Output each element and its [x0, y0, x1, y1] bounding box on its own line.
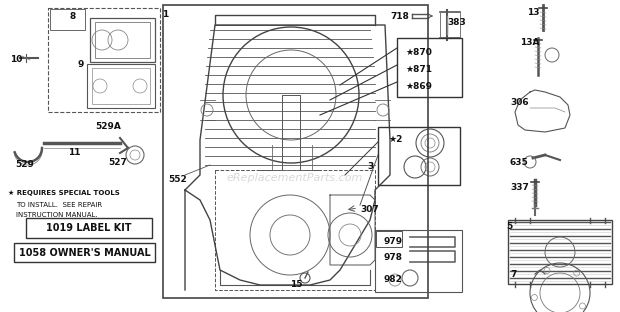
Text: 1058 OWNER'S MANUAL: 1058 OWNER'S MANUAL: [19, 247, 151, 257]
Text: 1: 1: [162, 10, 168, 19]
Bar: [378, 127, 460, 185]
Text: 307: 307: [360, 205, 379, 214]
Text: 529A: 529A: [95, 122, 121, 131]
Text: 383: 383: [447, 18, 466, 27]
Text: ★2: ★2: [388, 135, 402, 144]
Text: 979: 979: [383, 237, 402, 246]
Bar: [95, 22, 150, 58]
Text: ★ REQUIRES SPECIAL TOOLS: ★ REQUIRES SPECIAL TOOLS: [8, 190, 120, 196]
Text: 527: 527: [108, 158, 127, 167]
Text: 5: 5: [506, 222, 512, 231]
Bar: [376, 231, 402, 247]
Text: 13: 13: [527, 8, 539, 17]
Text: 306: 306: [510, 98, 529, 107]
Bar: [163, 5, 428, 298]
Text: 552: 552: [168, 175, 187, 184]
Text: 635: 635: [510, 158, 529, 167]
Text: 7: 7: [510, 270, 516, 279]
Text: 8: 8: [70, 12, 76, 21]
Text: ★870: ★870: [405, 48, 432, 57]
Text: 13A: 13A: [520, 38, 539, 47]
Bar: [92, 68, 150, 104]
Bar: [508, 220, 612, 284]
Text: INSTRUCTION MANUAL.: INSTRUCTION MANUAL.: [16, 212, 97, 218]
Text: 10: 10: [10, 55, 22, 64]
Text: 978: 978: [383, 253, 402, 262]
Text: 15: 15: [290, 280, 303, 289]
Text: 982: 982: [383, 275, 402, 284]
Text: eReplacementParts.com: eReplacementParts.com: [227, 173, 363, 183]
Text: 9: 9: [78, 60, 84, 69]
Text: 337: 337: [510, 183, 529, 192]
Bar: [48, 8, 160, 112]
Bar: [87, 64, 155, 108]
Bar: [50, 9, 85, 30]
Bar: [375, 230, 462, 292]
Bar: [90, 18, 155, 62]
Text: 529: 529: [15, 160, 34, 169]
Text: TO INSTALL.  SEE REPAIR: TO INSTALL. SEE REPAIR: [16, 202, 102, 208]
Bar: [26, 218, 152, 238]
Bar: [397, 38, 462, 97]
Text: ★871: ★871: [405, 65, 432, 74]
Text: 718: 718: [390, 12, 409, 21]
Text: ★869: ★869: [405, 82, 432, 91]
Text: 1019 LABEL KIT: 1019 LABEL KIT: [46, 223, 131, 233]
Text: 3: 3: [367, 162, 373, 171]
Text: 11: 11: [68, 148, 81, 157]
Bar: [14, 243, 155, 262]
